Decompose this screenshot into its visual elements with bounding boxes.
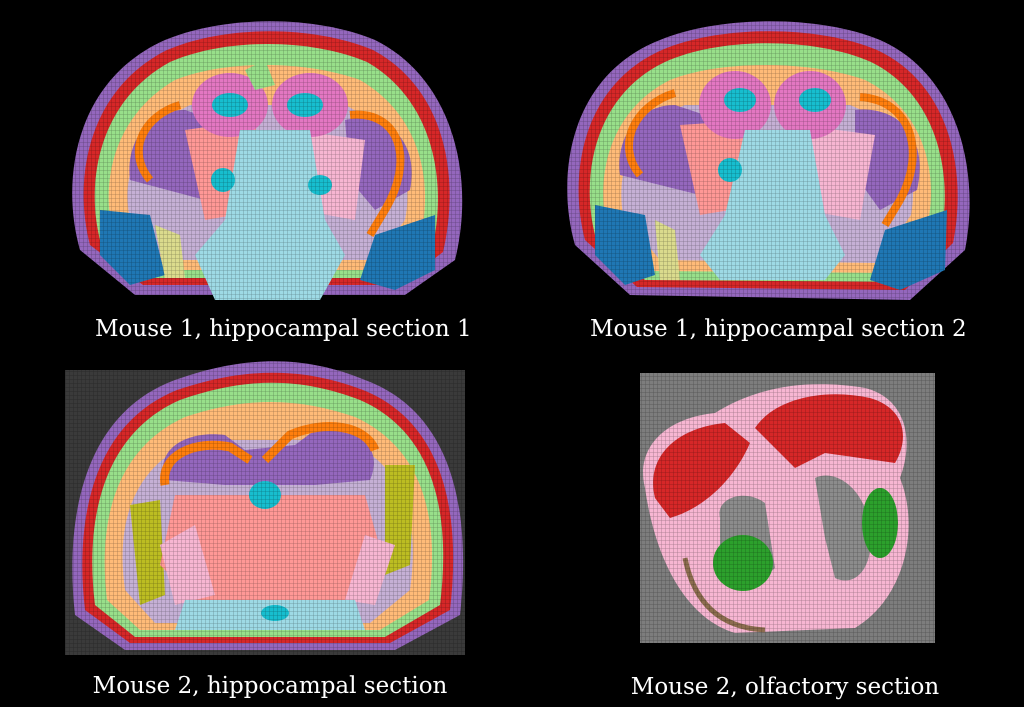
spatial-cluster-map-3 [65, 355, 475, 655]
panel-mouse2-hippocampal: Mouse 2, hippocampal section [65, 355, 475, 699]
caption-panel-2: Mouse 1, hippocampal section 2 [590, 316, 967, 342]
caption-panel-4: Mouse 2, olfactory section [630, 674, 940, 700]
caption-panel-1: Mouse 1, hippocampal section 1 [95, 316, 472, 342]
spatial-cluster-map-4 [625, 368, 945, 648]
panel-mouse1-hippocampal-1: Mouse 1, hippocampal section 1 [55, 10, 485, 342]
panel-mouse2-olfactory: Mouse 2, olfactory section [625, 368, 945, 700]
spatial-cluster-map-1 [55, 10, 485, 310]
panel-mouse1-hippocampal-2: Mouse 1, hippocampal section 2 [555, 5, 985, 342]
caption-panel-3: Mouse 2, hippocampal section [92, 673, 448, 699]
spatial-cluster-map-2 [555, 5, 985, 310]
